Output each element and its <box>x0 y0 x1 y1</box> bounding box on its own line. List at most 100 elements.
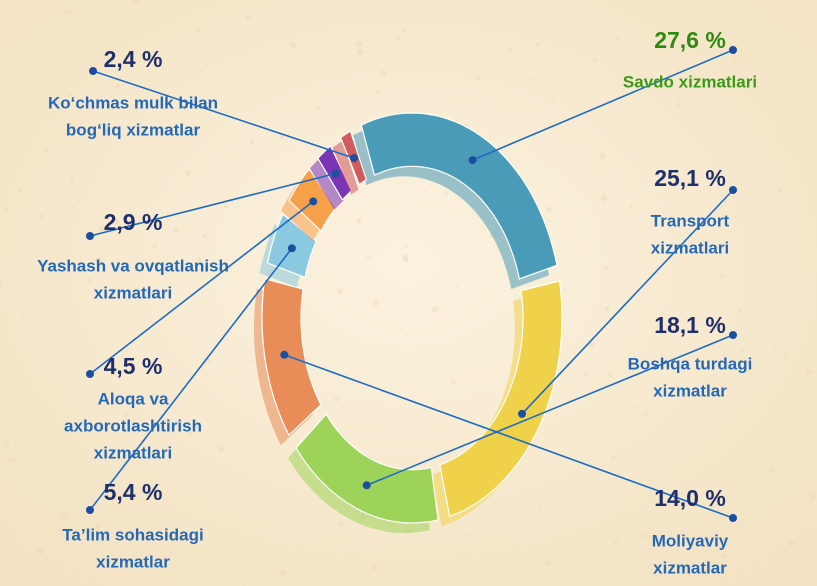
segment-anchor-dot <box>362 481 371 490</box>
texture-dot <box>90 191 94 194</box>
texture-dot <box>100 423 108 430</box>
texture-dot <box>63 541 67 545</box>
texture-dot <box>782 300 786 303</box>
slice-value-label: 27,6 % <box>654 27 726 53</box>
texture-dot <box>404 244 408 248</box>
texture-dot <box>185 170 192 177</box>
texture-dot <box>640 533 646 539</box>
segment-anchor-dot <box>350 154 359 163</box>
texture-dot <box>534 42 540 48</box>
texture-dot <box>315 105 321 111</box>
segment-anchor-dot <box>287 244 296 253</box>
texture-dot <box>397 35 401 40</box>
texture-dot <box>544 559 551 567</box>
slice-value-label: 2,9 % <box>104 209 163 235</box>
texture-dot <box>507 48 512 53</box>
segment-anchor-dot <box>280 350 289 359</box>
slice-category-label: Boshqa turdagi <box>628 354 753 373</box>
texture-dot <box>608 372 613 378</box>
texture-dot <box>551 97 555 101</box>
texture-dot <box>475 74 482 81</box>
slice-category-label: Ta’lim sohasidagi <box>62 525 203 544</box>
slice-labels: 27,6 % Savdo xizmatlari 25,1 % Transport xiz… <box>37 27 757 577</box>
texture-dot <box>722 553 727 558</box>
texture-dot <box>783 355 788 359</box>
texture-dot <box>704 257 707 260</box>
texture-dot <box>380 70 387 77</box>
texture-dot <box>803 259 807 263</box>
texture-dot <box>555 413 558 416</box>
texture-dot <box>0 283 3 288</box>
texture-dot <box>336 288 343 295</box>
texture-dot <box>229 0 234 3</box>
texture-dot <box>591 186 594 189</box>
slice-category-label: bog‘liq xizmatlar <box>66 120 201 139</box>
leader-dot <box>86 370 94 378</box>
leader-line <box>89 247 293 511</box>
texture-dot <box>600 194 607 202</box>
slice-category-label: Savdo xizmatlari <box>623 72 757 91</box>
leader-line <box>366 334 734 487</box>
texture-dot <box>17 187 22 192</box>
slice-value-label: 2,4 % <box>104 46 163 72</box>
leader-dot <box>89 67 97 75</box>
texture-dot <box>22 312 26 317</box>
leader-dot <box>729 186 737 194</box>
texture-dot <box>181 227 184 230</box>
texture-dot <box>629 204 634 209</box>
slice-value-label: 5,4 % <box>104 479 163 505</box>
texture-dot <box>11 458 16 463</box>
texture-dot <box>809 494 816 500</box>
texture-dot <box>334 396 340 402</box>
leader-dot <box>729 46 737 54</box>
leader-line <box>472 49 734 161</box>
texture-dot <box>127 536 133 542</box>
texture-dot <box>371 563 378 570</box>
texture-dot <box>4 441 9 446</box>
ring-segment <box>295 413 439 524</box>
texture-dot <box>71 205 75 208</box>
texture-dot <box>61 512 67 518</box>
texture-dot <box>611 456 616 461</box>
texture-dot <box>366 51 370 55</box>
texture-dot <box>531 78 536 82</box>
slice-category-label: Transport <box>651 211 730 230</box>
texture-dot <box>571 447 574 450</box>
texture-dot <box>431 306 439 313</box>
texture-dot <box>188 431 192 436</box>
slice-category-label: Yashash va ovqatlanish <box>37 256 229 275</box>
texture-dot <box>720 274 724 278</box>
texture-dot <box>69 122 72 125</box>
texture-dot <box>202 233 208 238</box>
texture-dot <box>67 93 72 98</box>
texture-dot <box>95 524 102 530</box>
texture-dot <box>356 40 364 48</box>
texture-dot <box>338 521 344 527</box>
texture-dot <box>464 534 467 537</box>
texture-dot <box>677 97 680 100</box>
texture-dot <box>643 413 648 417</box>
texture-dot <box>173 227 179 234</box>
leader-dot <box>86 232 94 240</box>
texture-dot <box>676 102 681 107</box>
texture-dot <box>366 255 370 260</box>
texture-dot <box>372 299 380 306</box>
texture-dot <box>537 508 542 512</box>
texture-dot <box>375 89 381 95</box>
leader-line <box>284 354 734 519</box>
ring-segment <box>439 280 563 517</box>
slice-category-label: axborotlashtirish <box>64 416 202 435</box>
texture-dot <box>603 264 609 270</box>
texture-dot <box>356 218 362 224</box>
texture-dot <box>198 69 203 74</box>
slice-category-label: xizmatlari <box>651 238 729 257</box>
texture-dot <box>133 0 140 5</box>
slice-category-label: xizmatlar <box>96 552 170 571</box>
texture-dot <box>44 148 49 153</box>
texture-dot <box>245 14 251 20</box>
texture-dot <box>280 569 287 576</box>
texture-dot <box>677 492 681 496</box>
texture-dot <box>445 192 449 196</box>
texture-dot <box>430 183 433 186</box>
